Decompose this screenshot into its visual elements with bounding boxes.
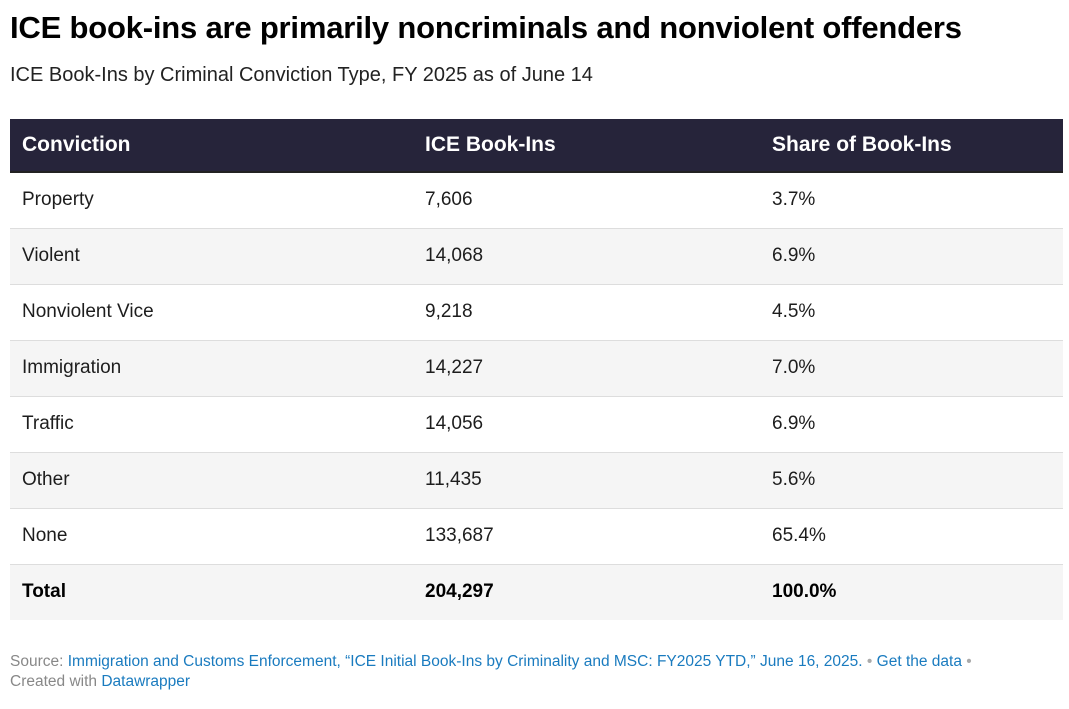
datawrapper-link[interactable]: Datawrapper xyxy=(101,673,191,690)
cell-book-ins: 11,435 xyxy=(425,469,482,490)
source-link[interactable]: Immigration and Customs Enforcement, “IC… xyxy=(67,653,863,670)
cell-conviction: Property xyxy=(22,189,94,211)
chart-title: ICE book-ins are primarily noncriminals … xyxy=(10,10,962,45)
column-header-book-ins[interactable]: ICE Book-Ins xyxy=(413,119,760,173)
cell-share: 3.7% xyxy=(772,189,816,211)
table-row: None 133,687 65.4% xyxy=(10,508,1063,564)
cell-conviction: Immigration xyxy=(22,357,122,378)
cell-conviction: Other xyxy=(22,469,70,490)
cell-share: 65.4% xyxy=(772,525,826,546)
table-row: Property 7,606 3.7% xyxy=(10,172,1063,228)
get-the-data-link[interactable]: Get the data xyxy=(876,653,962,670)
cell-book-ins: 133,687 xyxy=(425,525,494,546)
cell-conviction: Nonviolent Vice xyxy=(22,301,154,322)
table-total-row: Total 204,297 100.0% xyxy=(10,564,1063,620)
created-with-label: Created with xyxy=(10,673,98,690)
cell-book-ins: 14,056 xyxy=(425,413,484,434)
cell-share: 7.0% xyxy=(772,357,816,378)
cell-book-ins: 14,227 xyxy=(425,357,484,378)
footer-separator: • xyxy=(966,653,972,670)
table-row: Other 11,435 5.6% xyxy=(10,452,1063,508)
cell-total-book-ins: 204,297 xyxy=(425,581,494,603)
cell-book-ins: 14,068 xyxy=(425,245,484,266)
cell-share: 6.9% xyxy=(772,413,816,434)
cell-book-ins: 7,606 xyxy=(425,189,473,211)
cell-share: 5.6% xyxy=(772,469,816,490)
data-table: Conviction ICE Book-Ins Share of Book-In… xyxy=(10,119,1063,620)
table-row: Immigration 14,227 7.0% xyxy=(10,340,1063,396)
cell-book-ins: 9,218 xyxy=(425,301,473,322)
cell-share: 4.5% xyxy=(772,301,816,322)
cell-conviction: None xyxy=(22,525,68,546)
chart-subtitle: ICE Book-Ins by Criminal Conviction Type… xyxy=(10,64,593,86)
cell-conviction: Violent xyxy=(22,245,80,266)
source-label: Source: xyxy=(10,653,64,670)
column-header-share[interactable]: Share of Book-Ins xyxy=(760,119,1063,173)
table-row: Violent 14,068 6.9% xyxy=(10,228,1063,284)
footer-separator: • xyxy=(866,653,873,670)
column-header-conviction[interactable]: Conviction xyxy=(10,119,413,173)
table-header-row: Conviction ICE Book-Ins Share of Book-In… xyxy=(10,119,1063,173)
table-row: Nonviolent Vice 9,218 4.5% xyxy=(10,284,1063,340)
table-row: Traffic 14,056 6.9% xyxy=(10,396,1063,452)
cell-conviction: Traffic xyxy=(22,413,74,434)
cell-total-label: Total xyxy=(22,581,66,603)
chart-footer: Source: Immigration and Customs Enforcem… xyxy=(10,652,1060,692)
cell-share: 6.9% xyxy=(772,245,816,266)
cell-total-share: 100.0% xyxy=(772,581,837,603)
